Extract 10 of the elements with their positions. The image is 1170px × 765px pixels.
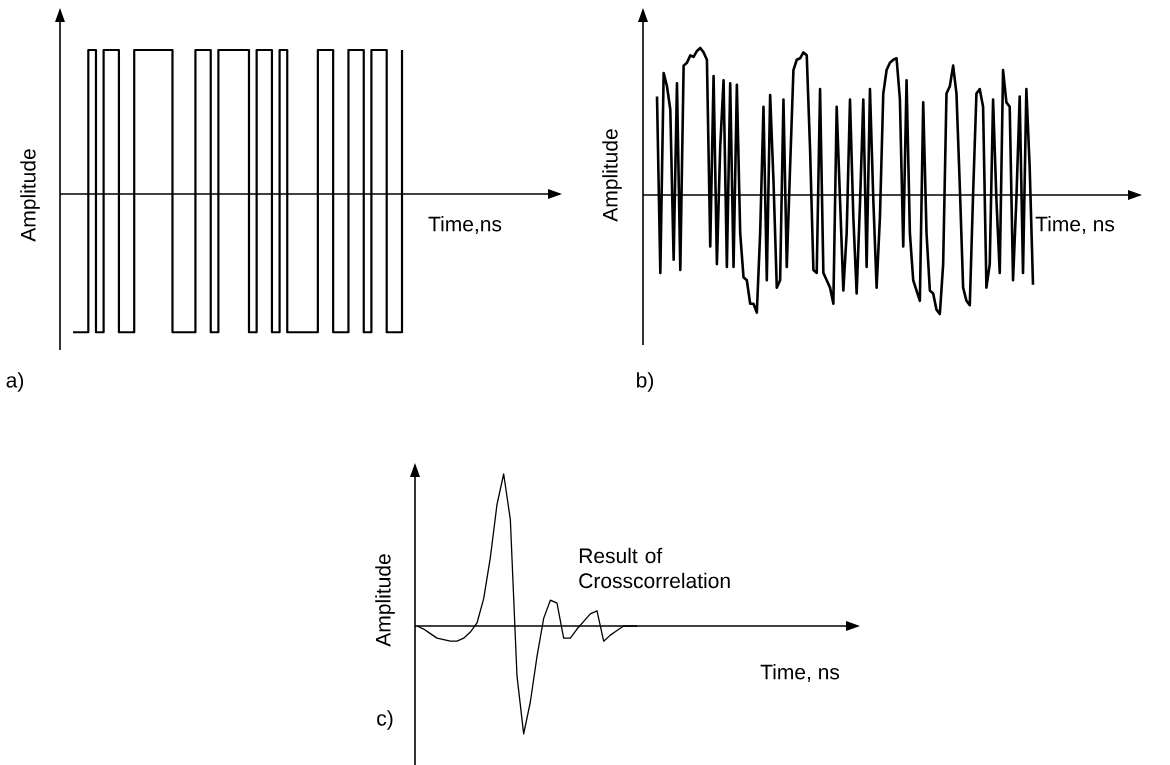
text: b)	[637, 372, 654, 392]
y-axis-title: Amplitude	[602, 129, 622, 222]
x-axis-title: Time,ns	[428, 216, 502, 234]
y-axis-title: Amplitude	[20, 149, 40, 242]
x-axis-title: Time, ns	[760, 664, 840, 682]
text: c)	[377, 710, 393, 730]
text: a)	[6, 372, 24, 392]
y-axis-title: Amplitude	[375, 554, 395, 647]
x-axis-title: Time, ns	[1035, 216, 1115, 234]
annotation: Result of Crosscorrelation	[579, 547, 730, 589]
